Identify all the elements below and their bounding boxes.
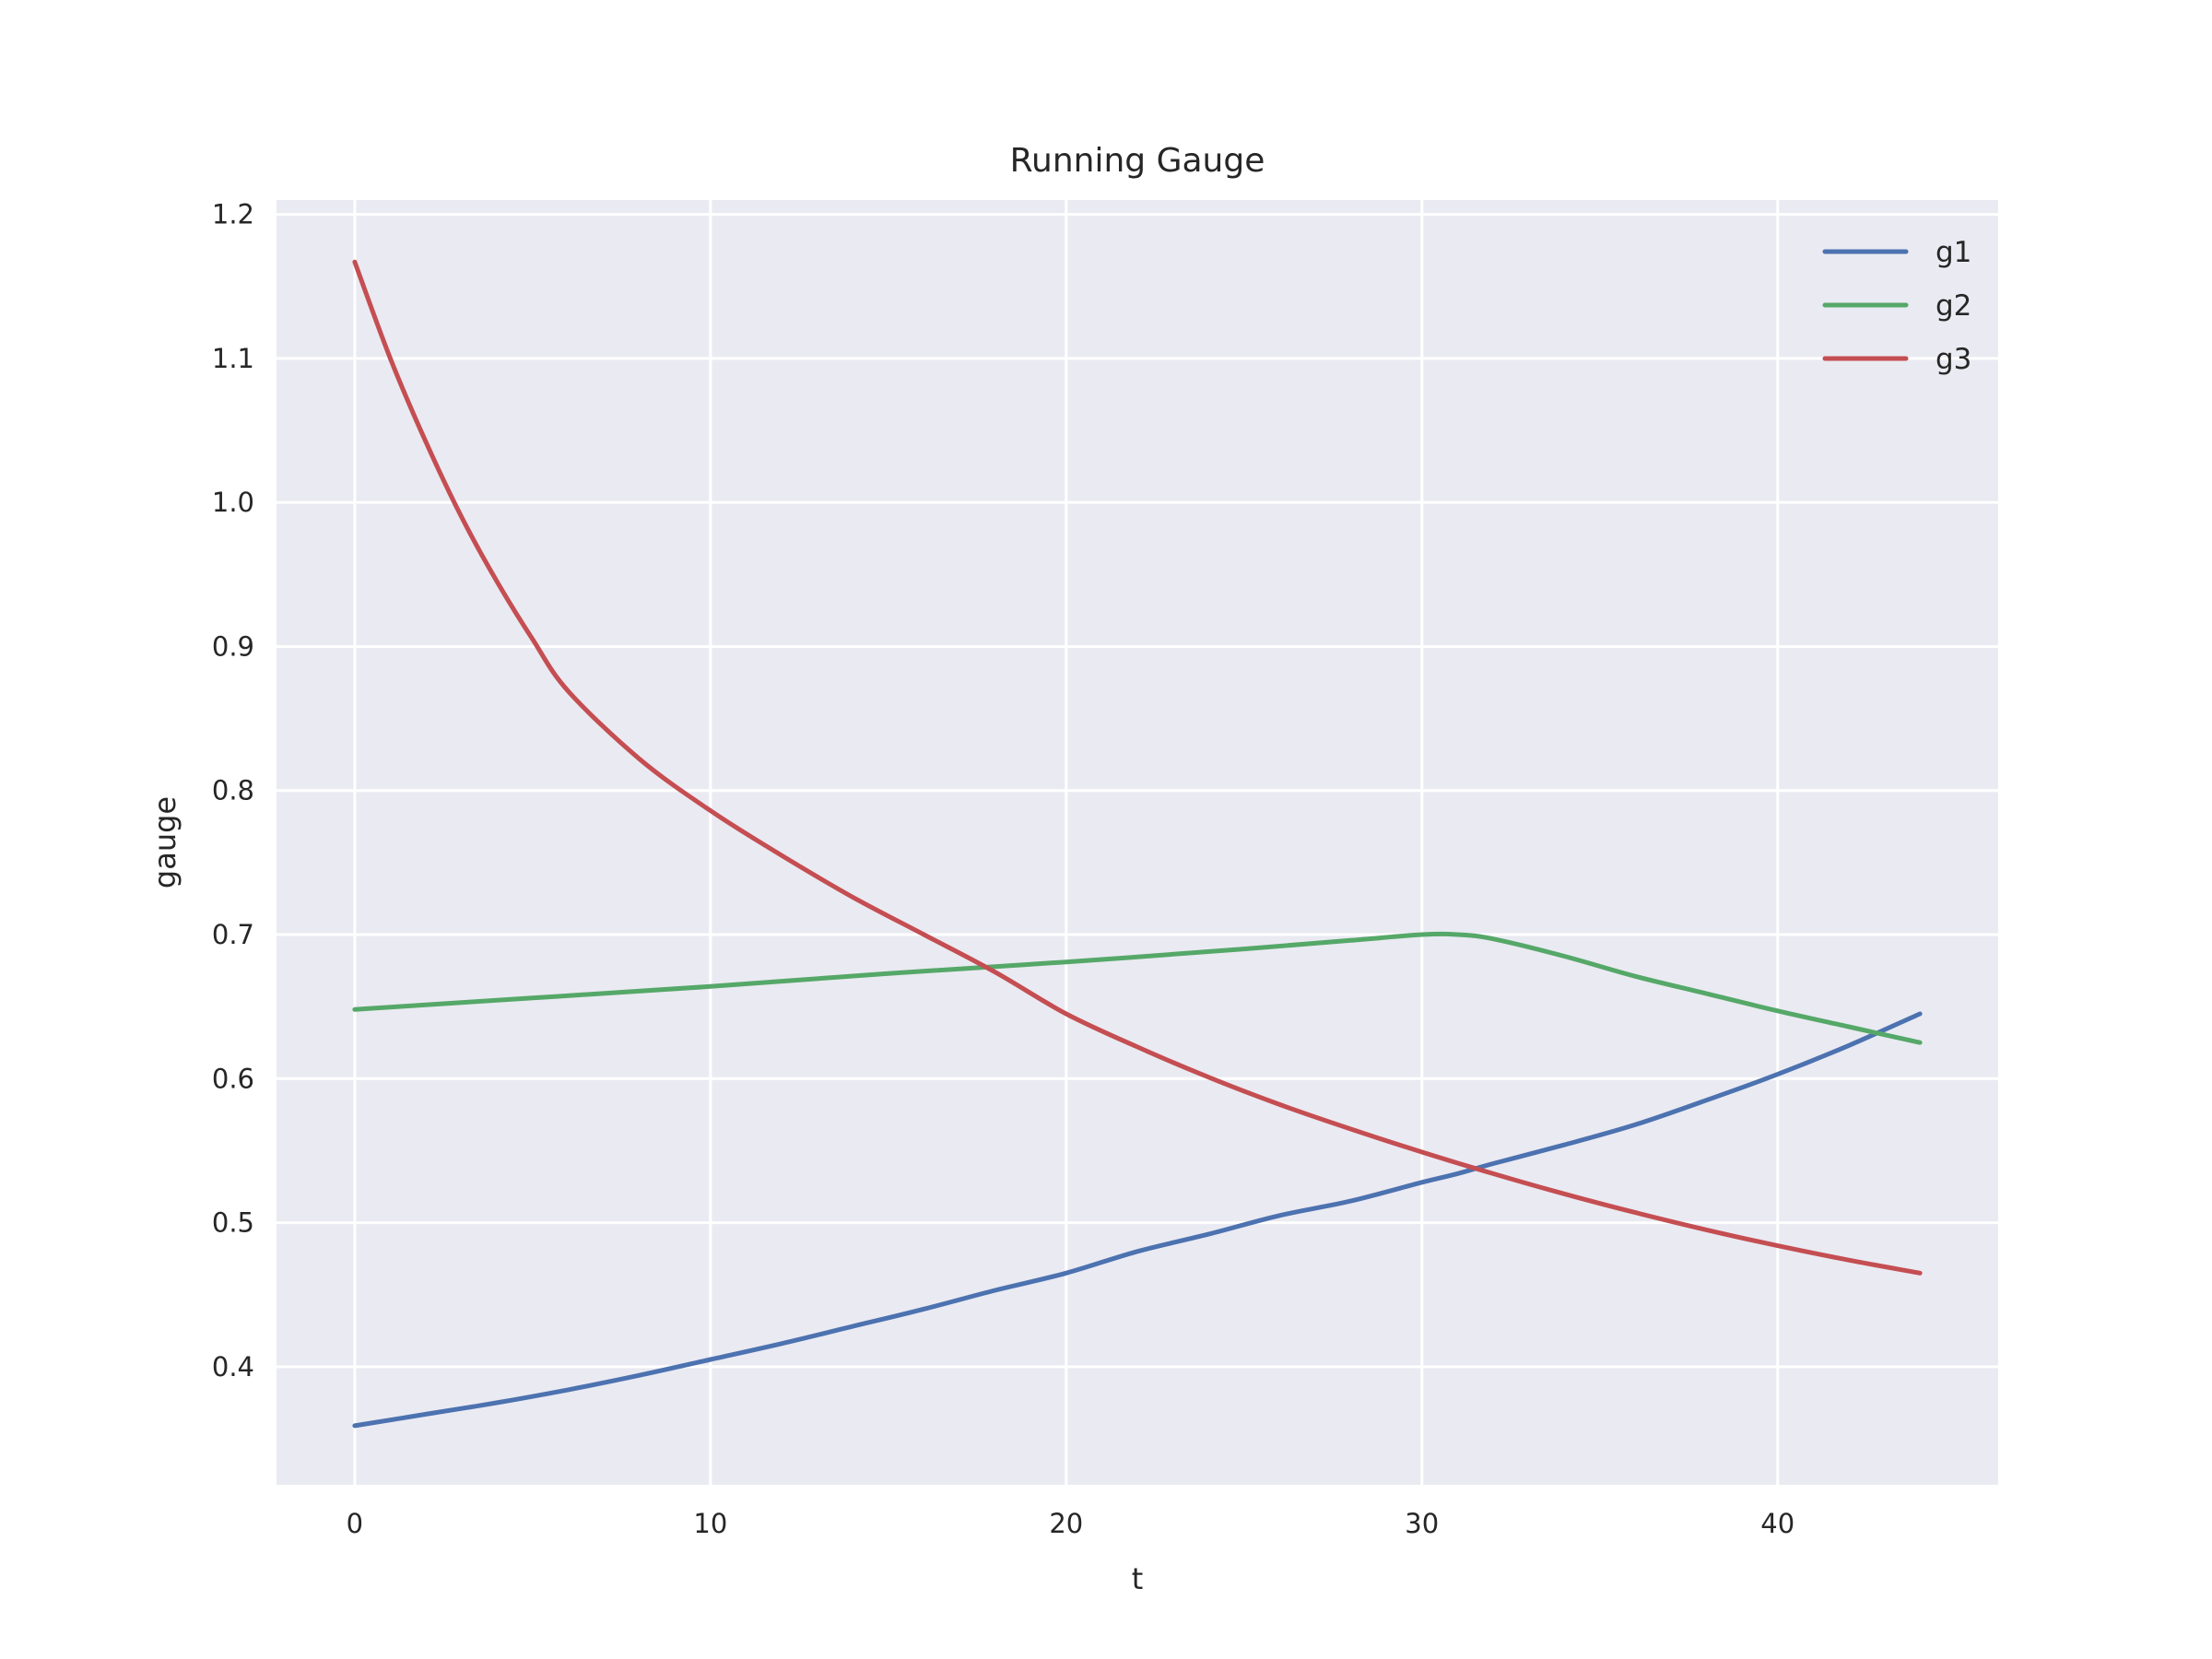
x-axis-ticks: 0 10 20 30 40 [347,1508,1794,1539]
chart-title: Running Gauge [1010,142,1265,180]
x-axis-label: t [1132,1561,1144,1596]
series-line-g2 [352,931,1923,1045]
x-tick-label: 30 [1405,1508,1439,1539]
y-tick-label: 1.0 [212,487,254,518]
y-tick-label: 0.5 [212,1207,254,1239]
legend-label-g3: g3 [1936,343,1971,376]
y-axis-label: gauge [147,796,182,888]
y-tick-label: 0.4 [212,1351,254,1382]
x-tick-label: 20 [1049,1508,1083,1539]
legend-label-g2: g2 [1936,289,1971,323]
y-axis-ticks: 0.4 0.5 0.6 0.7 0.8 0.9 1.0 1.1 1.2 [212,199,254,1382]
series-line-g3 [352,259,1923,1276]
y-tick-label: 0.8 [212,775,254,806]
x-tick-label: 40 [1760,1508,1794,1539]
series-line-g1 [352,1011,1923,1429]
y-tick-label: 0.9 [212,630,254,662]
y-tick-label: 0.6 [212,1063,254,1094]
legend: g1 g2 g3 [1822,236,1971,376]
y-tick-label: 1.1 [212,343,254,374]
x-tick-label: 0 [347,1508,363,1539]
plot-area [276,200,1998,1485]
y-tick-label: 0.7 [212,919,254,950]
x-tick-label: 10 [693,1508,727,1539]
series-lines [352,259,1923,1429]
y-tick-label: 1.2 [212,199,254,230]
legend-label-g1: g1 [1936,236,1971,269]
grid [276,200,1998,1485]
